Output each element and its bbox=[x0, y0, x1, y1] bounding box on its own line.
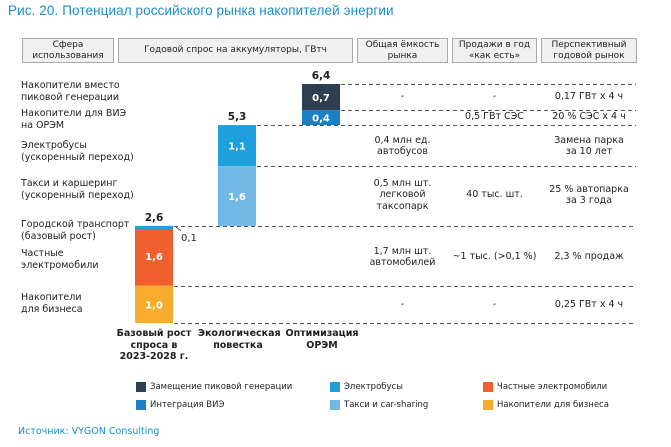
legend-label: Частные электромобили bbox=[497, 382, 608, 392]
cell-market-res: 20 % СЭС х 4 ч bbox=[552, 110, 626, 122]
legend-swatch bbox=[330, 400, 340, 410]
row-label-buses: Электробусы (ускоренный переход) bbox=[21, 140, 134, 163]
bar-value-label: 1,0 bbox=[145, 300, 163, 311]
bar-value-label: 0,7 bbox=[312, 93, 330, 104]
cell-market-business: 0,25 ГВт х 4 ч bbox=[554, 299, 624, 311]
cell-sales-res: 0,5 ГВт СЭС bbox=[465, 110, 524, 122]
row-label-private-ev: Частные электромобили bbox=[21, 248, 99, 271]
cell-capacity-peak: - bbox=[400, 91, 405, 103]
legend-label: Электробусы bbox=[344, 382, 403, 392]
bar-value-label: 0,1 bbox=[181, 233, 197, 244]
bar-total-label: 6,4 bbox=[312, 70, 331, 82]
label-leader-line bbox=[175, 226, 182, 232]
legend-item-buses: Электробусы bbox=[330, 382, 403, 392]
bar-value-label: 1,1 bbox=[228, 142, 246, 153]
cell-capacity-business: - bbox=[400, 299, 405, 311]
legend-item-peak: Замещение пиковой генерации bbox=[136, 382, 292, 392]
cell-market-taxi: 25 % автопарка за 3 года bbox=[549, 183, 629, 207]
cell-sales-private-ev: ~1 тыс. (>0,1 %) bbox=[452, 251, 537, 263]
legend-label: Накопители для бизнеса bbox=[497, 400, 609, 410]
bar-segment bbox=[135, 225, 173, 230]
legend-label: Интеграция ВИЭ bbox=[150, 400, 225, 410]
header-market: Перспективный годовой рынок bbox=[541, 38, 637, 63]
legend-swatch bbox=[330, 382, 340, 392]
bar-value-label: 0,4 bbox=[312, 114, 330, 125]
bar-segment bbox=[302, 110, 340, 126]
legend-item-private-ev: Частные электромобили bbox=[483, 382, 607, 392]
row-label-taxi: Такси и каршеринг (ускоренный переход) bbox=[21, 178, 134, 201]
legend-item-res: Интеграция ВИЭ bbox=[136, 400, 224, 410]
x-label-eco: Экологическая повестка bbox=[198, 328, 281, 351]
legend-swatch bbox=[483, 382, 493, 392]
bar-total-label: 5,3 bbox=[228, 111, 247, 123]
dashed-separators bbox=[174, 84, 636, 324]
legend-item-taxi: Такси и car-sharing bbox=[330, 400, 428, 410]
figure-title: Рис. 20. Потенциал российского рынка нак… bbox=[8, 3, 394, 18]
bar-segment bbox=[218, 125, 256, 167]
row-label-peak: Накопители вместо пиковой генерации bbox=[21, 80, 120, 103]
cell-market-buses: Замена парка за 10 лет bbox=[554, 134, 624, 158]
cell-sales-peak: - bbox=[492, 91, 497, 103]
bar-segment bbox=[218, 166, 256, 226]
row-label-business: Накопители для бизнеса bbox=[21, 292, 83, 315]
header-demand: Годовой спрос на аккумуляторы, ГВтч bbox=[118, 38, 353, 63]
legend-label: Такси и car-sharing bbox=[344, 400, 429, 410]
legend-swatch bbox=[136, 382, 146, 392]
header-capacity: Общая ёмкость рынка bbox=[357, 38, 448, 63]
cell-capacity-res bbox=[357, 108, 448, 125]
source-note: Источник: VYGON Consulting bbox=[18, 426, 160, 437]
legend-item-business: Накопители для бизнеса bbox=[483, 400, 609, 410]
cell-capacity-buses: 0,4 млн ед. автобусов bbox=[374, 134, 431, 158]
header-sphere: Сфера использования bbox=[22, 38, 114, 63]
cell-market-peak: 0,17 ГВт х 4 ч bbox=[554, 91, 624, 103]
bar-labels: 1,0 1,6 0,1 1,6 1,1 0,4 0,7 2,6 5,3 6,4 bbox=[145, 70, 331, 311]
bar-segment bbox=[135, 285, 173, 323]
x-label-base: Базовый рост спроса в 2023-2028 г. bbox=[116, 328, 192, 362]
cell-capacity-private-ev: 1,7 млн шт. автомобилей bbox=[369, 245, 436, 269]
cell-sales-business: - bbox=[492, 299, 497, 311]
bar-value-label: 1,6 bbox=[228, 192, 246, 203]
bar-segment bbox=[135, 225, 173, 286]
legend-swatch bbox=[136, 400, 146, 410]
x-label-orem: Оптимизация ОРЭМ bbox=[285, 328, 359, 351]
cell-market-private-ev: 2,3 % продаж bbox=[554, 251, 624, 263]
row-label-res: Накопители для ВИЭ на ОРЭМ bbox=[21, 108, 127, 131]
cell-sales-taxi: 40 тыс. шт. bbox=[466, 189, 523, 201]
cell-sales-buses bbox=[452, 126, 537, 166]
bars bbox=[135, 84, 340, 323]
bar-value-label: 1,6 bbox=[145, 252, 163, 263]
legend-label: Замещение пиковой генерации bbox=[150, 382, 293, 392]
bar-segment bbox=[302, 84, 340, 111]
header-sales: Продажи в год «как есть» bbox=[452, 38, 537, 63]
legend-swatch bbox=[483, 400, 493, 410]
bar-total-label: 2,6 bbox=[145, 212, 164, 224]
cell-capacity-taxi: 0,5 млн шт. легковой таксопарк bbox=[373, 177, 432, 212]
row-label-city-transport: Городской транспорт (базовый рост) bbox=[21, 219, 130, 242]
